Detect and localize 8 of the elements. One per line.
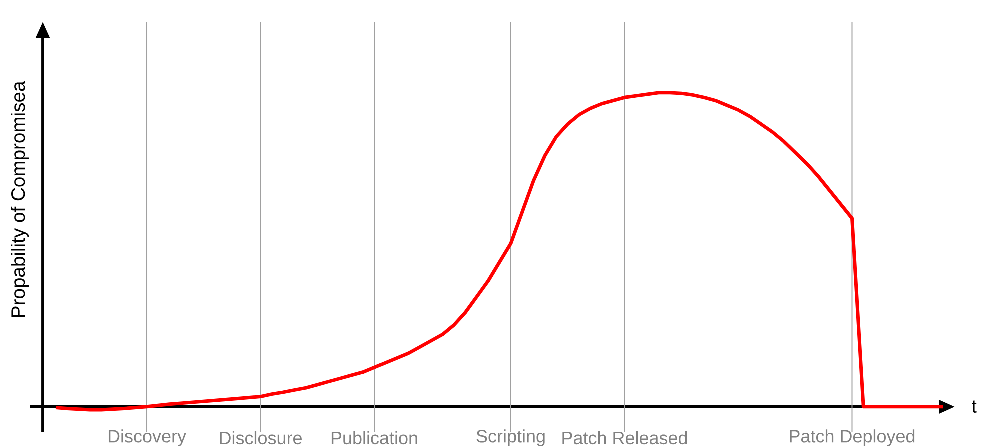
x-tick-label: Scripting (476, 430, 545, 446)
y-axis-title: Propability of Compromisea (11, 81, 30, 318)
x-tick-label: Discovery (108, 430, 186, 446)
x-tick-label: Patch Deployed (790, 430, 915, 446)
x-tick-label: Publication (332, 431, 418, 445)
x-tick-label: Disclosure (220, 431, 302, 445)
x-tick-label: Patch Released (562, 431, 688, 445)
x-axis-title: t (972, 400, 977, 413)
